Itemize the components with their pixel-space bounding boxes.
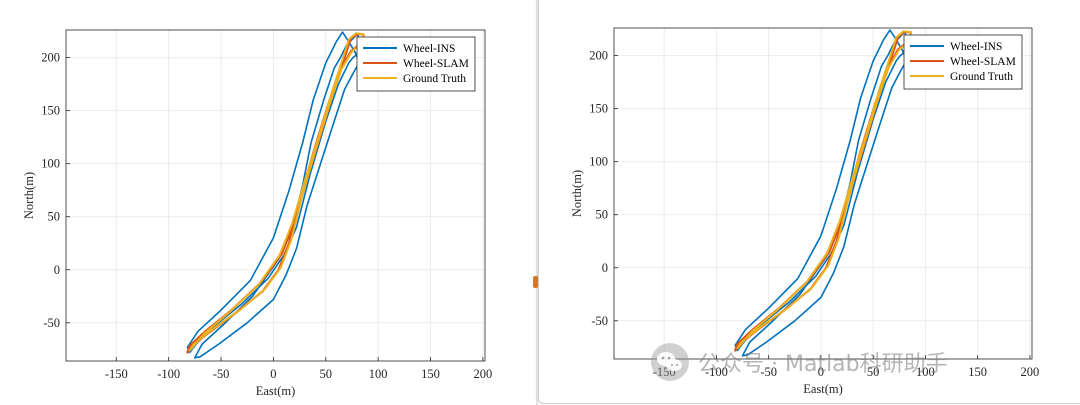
right-x-tick-label: 200 <box>1021 365 1040 379</box>
window-splitter[interactable] <box>536 0 538 405</box>
right-figure-window: -150 -100 -50 0 50 100 150 200 -50 0 50 100 150 200 Ea… <box>538 0 1080 404</box>
left-series-ground-truth <box>188 32 366 352</box>
right-y-tick-label: 200 <box>589 49 608 63</box>
left-figure-window: -150 -100 -50 0 50 100 150 200 -50 0 50 100 150 200 Ea… <box>0 0 536 405</box>
left-legend-label: Ground Truth <box>403 73 466 85</box>
right-x-tick-label: 0 <box>818 365 824 379</box>
left-x-tick-label: 200 <box>474 367 493 381</box>
left-y-tick-label: 200 <box>41 51 60 65</box>
left-legend-label: Wheel-SLAM <box>403 58 469 70</box>
left-trajectory-chart: -150 -100 -50 0 50 100 150 200 -50 0 50 100 150 200 Ea… <box>22 29 493 398</box>
right-x-tick-label: -50 <box>760 365 777 379</box>
right-y-tick-label: 50 <box>596 208 609 222</box>
right-y-tick-label: 0 <box>602 261 608 275</box>
left-x-tick-label: 0 <box>270 367 276 381</box>
right-legend-label: Wheel-SLAM <box>950 56 1016 68</box>
left-y-axis-label: North(m) <box>22 172 36 219</box>
right-y-tick-label: 150 <box>589 102 608 116</box>
left-x-tick-label: 100 <box>369 367 388 381</box>
left-y-tick-label: 50 <box>48 210 61 224</box>
right-y-axis-label: North(m) <box>570 170 584 217</box>
left-x-tick-label: -50 <box>213 367 230 381</box>
left-y-tick-label: 0 <box>54 263 60 277</box>
right-y-tick-label: 100 <box>589 155 608 169</box>
right-x-tick-label: 100 <box>916 365 935 379</box>
right-trajectory-chart: -150 -100 -50 0 50 100 150 200 -50 0 50 100 150 200 Ea… <box>570 27 1040 396</box>
right-x-tick-label: 150 <box>968 365 987 379</box>
right-series-ground-truth <box>736 30 913 350</box>
left-x-tick-label: 150 <box>421 367 440 381</box>
left-x-tick-label: 50 <box>320 367 333 381</box>
right-x-axis-label: East(m) <box>803 382 843 396</box>
left-legend-label: Wheel-INS <box>403 43 455 55</box>
right-legend-label: Ground Truth <box>950 71 1013 83</box>
right-x-tick-label: -100 <box>705 365 728 379</box>
splitter-handle[interactable] <box>533 276 538 288</box>
right-legend-label: Wheel-INS <box>950 41 1002 53</box>
left-y-tick-label: 100 <box>41 157 60 171</box>
right-x-tick-label: -150 <box>653 365 676 379</box>
left-x-tick-label: -100 <box>157 367 180 381</box>
left-y-tick-label: 150 <box>41 104 60 118</box>
right-axes-box <box>613 27 1033 360</box>
left-axes-box <box>65 29 486 362</box>
left-x-axis-label: East(m) <box>256 384 296 398</box>
left-x-tick-label: -150 <box>105 367 128 381</box>
left-y-tick-label: -50 <box>43 316 60 330</box>
right-x-tick-label: 50 <box>867 365 880 379</box>
right-y-tick-label: -50 <box>591 314 608 328</box>
